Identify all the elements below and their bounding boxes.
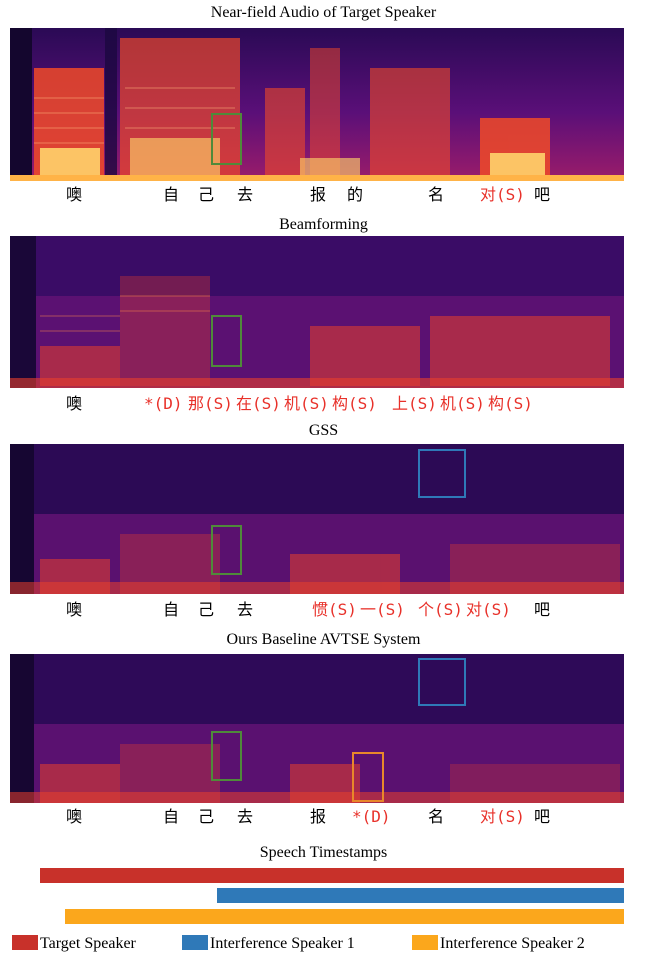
token: 吧 — [534, 185, 551, 204]
token: 个(S) — [418, 600, 463, 619]
timestamp-bar-interference-2 — [65, 909, 624, 924]
panel-title-beamforming: Beamforming — [279, 216, 368, 233]
token: 自 — [163, 807, 180, 826]
token: 惯(S) — [312, 600, 357, 619]
panel-title-ours: Ours Baseline AVTSE System — [226, 631, 421, 648]
token: 机(S) — [284, 394, 329, 413]
legend-item-target: Target Speaker — [12, 934, 136, 954]
token: 上(S) — [392, 394, 437, 413]
token: 噢 — [66, 394, 83, 413]
target-region-box — [211, 113, 242, 165]
token: 的 — [347, 185, 364, 204]
token: 自 — [163, 185, 180, 204]
legend-label: Interference Speaker 2 — [440, 935, 585, 952]
token: 报 — [310, 807, 327, 826]
token: 吧 — [534, 600, 551, 619]
target-region-box — [211, 315, 242, 367]
spectrogram-ours — [10, 654, 624, 803]
legend-item-interference-2: Interference Speaker 2 — [412, 934, 585, 954]
interference-region-box — [418, 449, 466, 498]
token: 在(S) — [236, 394, 281, 413]
token: 机(S) — [440, 394, 485, 413]
timestamps-title: Speech Timestamps — [259, 844, 388, 861]
token: 吧 — [534, 807, 551, 826]
token: 噢 — [66, 807, 83, 826]
token: 名 — [428, 185, 445, 204]
token: 构(S) — [332, 394, 377, 413]
spectrogram-gss — [10, 444, 624, 594]
token: 噢 — [66, 600, 83, 619]
token: 己 — [198, 600, 215, 619]
token: 去 — [237, 807, 254, 826]
legend-swatch — [12, 935, 38, 950]
token: 名 — [428, 807, 445, 826]
token: 自 — [163, 600, 180, 619]
legend-swatch — [412, 935, 438, 950]
interference-region-box — [418, 658, 466, 706]
token: 对(S) — [480, 807, 525, 826]
token: *(D) — [144, 394, 183, 413]
token: 一(S) — [360, 600, 405, 619]
token: 去 — [237, 600, 254, 619]
legend-label: Interference Speaker 1 — [210, 935, 355, 952]
legend-swatch — [182, 935, 208, 950]
panel-title-near-field: Near-field Audio of Target Speaker — [210, 4, 437, 21]
target-region-box — [211, 525, 242, 575]
target-region-box — [211, 731, 242, 781]
token: 噢 — [66, 185, 83, 204]
timestamp-bar-interference-1 — [217, 888, 624, 903]
token: 己 — [198, 185, 215, 204]
legend-item-interference-1: Interference Speaker 1 — [182, 934, 355, 954]
timestamp-bar-target — [40, 868, 624, 883]
panel-title-gss: GSS — [308, 422, 339, 439]
token: 报 — [310, 185, 327, 204]
token: 对(S) — [466, 600, 511, 619]
spectrogram-near-field — [10, 28, 624, 181]
token: 对(S) — [480, 185, 525, 204]
deletion-region-box — [352, 752, 384, 802]
token: *(D) — [352, 807, 391, 826]
token: 那(S) — [188, 394, 233, 413]
token: 去 — [237, 185, 254, 204]
token: 构(S) — [488, 394, 533, 413]
legend-label: Target Speaker — [40, 935, 136, 952]
spectrogram-beamforming — [10, 236, 624, 388]
token: 己 — [198, 807, 215, 826]
